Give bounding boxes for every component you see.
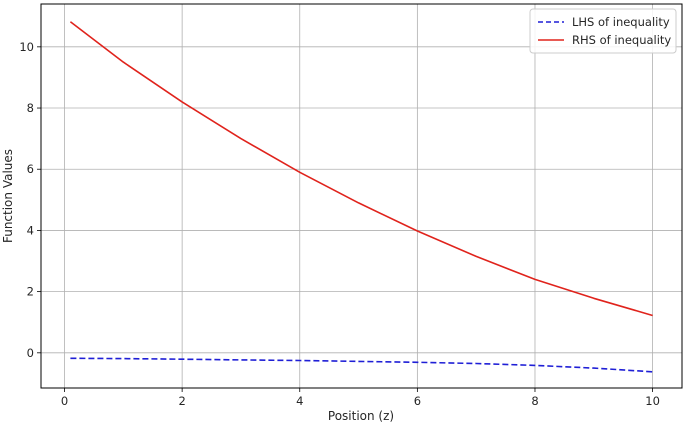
y-tick-label: 8 [27, 101, 34, 115]
y-tick-label: 10 [19, 40, 34, 54]
legend: LHS of inequality RHS of inequality [529, 8, 677, 54]
y-tick-label: 2 [27, 285, 34, 299]
legend-label: LHS of inequality [572, 15, 670, 29]
series-line-1 [70, 357, 653, 373]
y-axis-label: Function Values [1, 149, 15, 243]
legend-box [529, 8, 677, 54]
axis-ticks: 0 2 4 6 8 10 0 2 4 6 8 10 [19, 40, 660, 408]
legend-label: RHS of inequality [572, 33, 671, 47]
x-tick-label: 2 [178, 394, 185, 408]
plot-background [41, 4, 682, 388]
series-line-2 [69, 21, 653, 317]
y-tick-label: 0 [27, 346, 34, 360]
series-lines [69, 21, 653, 373]
plot-frame [40, 3, 683, 389]
x-tick-label: 0 [61, 394, 68, 408]
x-axis-label: Position (z) [328, 409, 394, 423]
x-tick-label: 8 [531, 394, 538, 408]
x-tick-label: 6 [414, 394, 421, 408]
x-tick-label: 10 [645, 394, 660, 408]
y-tick-label: 4 [27, 223, 34, 237]
x-tick-label: 4 [296, 394, 303, 408]
grid-lines [41, 4, 682, 388]
y-tick-label: 6 [27, 162, 34, 176]
